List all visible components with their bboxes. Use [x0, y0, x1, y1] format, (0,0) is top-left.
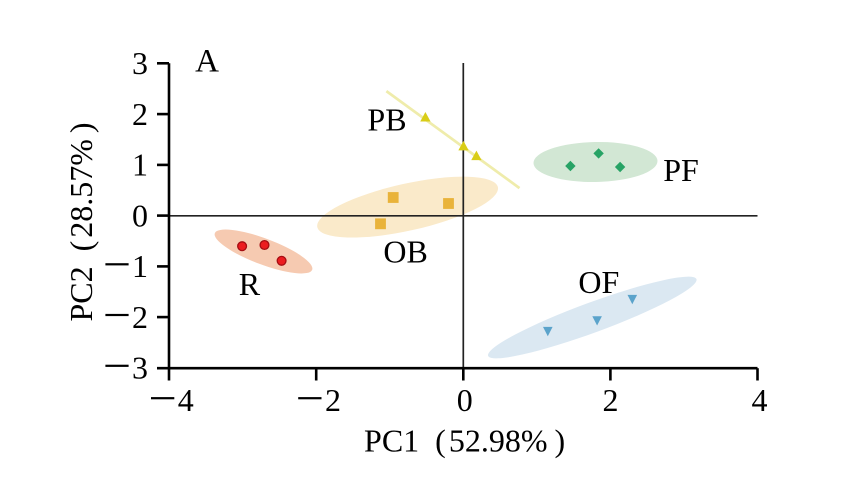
- svg-text:1: 1: [132, 248, 148, 284]
- svg-text:4: 4: [178, 382, 194, 418]
- svg-text:OB: OB: [383, 234, 427, 270]
- svg-text:OF: OF: [578, 264, 619, 300]
- svg-text:4: 4: [752, 382, 768, 418]
- svg-text:1: 1: [132, 147, 148, 183]
- svg-text:2: 2: [325, 382, 341, 418]
- svg-text:PC1(52.98%): PC1 (52.98%): [364, 423, 565, 459]
- svg-text:A: A: [195, 44, 219, 80]
- svg-text:PB: PB: [367, 102, 406, 138]
- svg-text:0: 0: [457, 382, 473, 418]
- svg-text:PF: PF: [663, 152, 699, 188]
- svg-text:3: 3: [132, 350, 148, 386]
- svg-text:R: R: [239, 266, 261, 302]
- svg-text:2: 2: [132, 96, 148, 132]
- svg-text:0: 0: [132, 197, 148, 233]
- svg-text:2: 2: [132, 299, 148, 335]
- svg-text:3: 3: [132, 45, 148, 81]
- svg-text:PC2(28.57%): PC2(28.57%): [63, 122, 99, 321]
- svg-text:2: 2: [603, 382, 619, 418]
